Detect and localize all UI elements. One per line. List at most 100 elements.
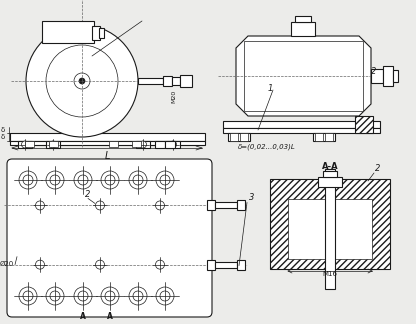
Polygon shape [236,36,371,116]
Circle shape [50,291,60,301]
Bar [165,141,175,148]
Bar [223,128,380,133]
Text: 3: 3 [249,193,254,202]
Circle shape [50,141,57,148]
Circle shape [74,287,92,305]
Bar [371,69,383,83]
Circle shape [139,141,146,148]
Bar [46,141,60,148]
Circle shape [105,291,115,301]
Circle shape [35,260,45,269]
Text: M20: M20 [171,90,176,103]
Bar [163,76,172,86]
Bar [207,260,215,270]
Text: A-A: A-A [322,162,338,171]
Bar [215,202,237,208]
Bar [393,70,398,82]
Bar [18,141,32,148]
Bar [228,133,250,141]
Circle shape [50,175,60,185]
Circle shape [129,171,147,189]
Bar [172,77,180,85]
Bar [237,260,245,270]
Circle shape [96,201,104,210]
Bar [230,133,238,141]
Circle shape [46,45,118,117]
Bar [325,133,333,141]
Bar [223,121,380,128]
Bar [237,201,245,211]
Bar [270,179,390,269]
Bar [10,133,205,141]
Circle shape [35,201,45,210]
Bar [180,75,192,87]
Bar [10,141,205,145]
Circle shape [26,25,138,137]
Circle shape [46,287,64,305]
Circle shape [79,78,85,84]
Bar [99,28,104,38]
Bar [325,169,335,289]
Text: δ: δ [1,134,5,140]
Circle shape [156,171,174,189]
Bar [355,116,373,133]
Text: 2: 2 [85,191,90,200]
Circle shape [74,171,92,189]
Bar [49,141,58,147]
Circle shape [156,260,164,269]
Circle shape [19,171,37,189]
Bar [215,262,237,268]
Circle shape [96,260,104,269]
Bar [318,177,342,187]
Circle shape [160,175,170,185]
Circle shape [169,141,176,148]
Circle shape [22,141,29,148]
Circle shape [129,287,147,305]
Circle shape [101,171,119,189]
Bar [136,141,150,148]
Circle shape [78,175,88,185]
Circle shape [46,171,64,189]
Circle shape [78,291,88,301]
Bar [5,6,210,154]
Circle shape [23,175,33,185]
Bar [166,141,180,148]
Text: 1: 1 [268,84,273,93]
Bar [138,78,163,84]
Text: δ: δ [1,127,5,133]
Circle shape [156,201,164,210]
Bar [132,141,141,147]
Circle shape [160,291,170,301]
Text: L: L [104,151,110,161]
Bar [25,141,34,147]
Circle shape [133,291,143,301]
Text: Ø20: Ø20 [0,260,14,267]
Bar [240,133,248,141]
Circle shape [101,287,119,305]
FancyBboxPatch shape [7,159,212,317]
Text: 2: 2 [371,67,376,76]
Bar [244,41,363,111]
Text: A: A [107,312,113,321]
Bar [315,133,323,141]
Bar [313,133,335,141]
Bar [291,22,315,36]
Circle shape [23,291,33,301]
Bar [109,141,118,147]
Bar [92,26,100,40]
Text: A: A [80,312,86,321]
Circle shape [19,287,37,305]
Circle shape [74,73,90,89]
Circle shape [133,175,143,185]
Bar [155,141,165,148]
Circle shape [156,287,174,305]
Text: 2: 2 [375,164,380,173]
Circle shape [105,175,115,185]
Bar [288,199,372,259]
Bar [207,201,215,211]
Bar [383,66,393,86]
Bar [323,171,337,177]
Bar [42,21,94,43]
Text: δ=(0,02...0,03)L: δ=(0,02...0,03)L [238,143,296,149]
Text: M16: M16 [322,271,337,277]
